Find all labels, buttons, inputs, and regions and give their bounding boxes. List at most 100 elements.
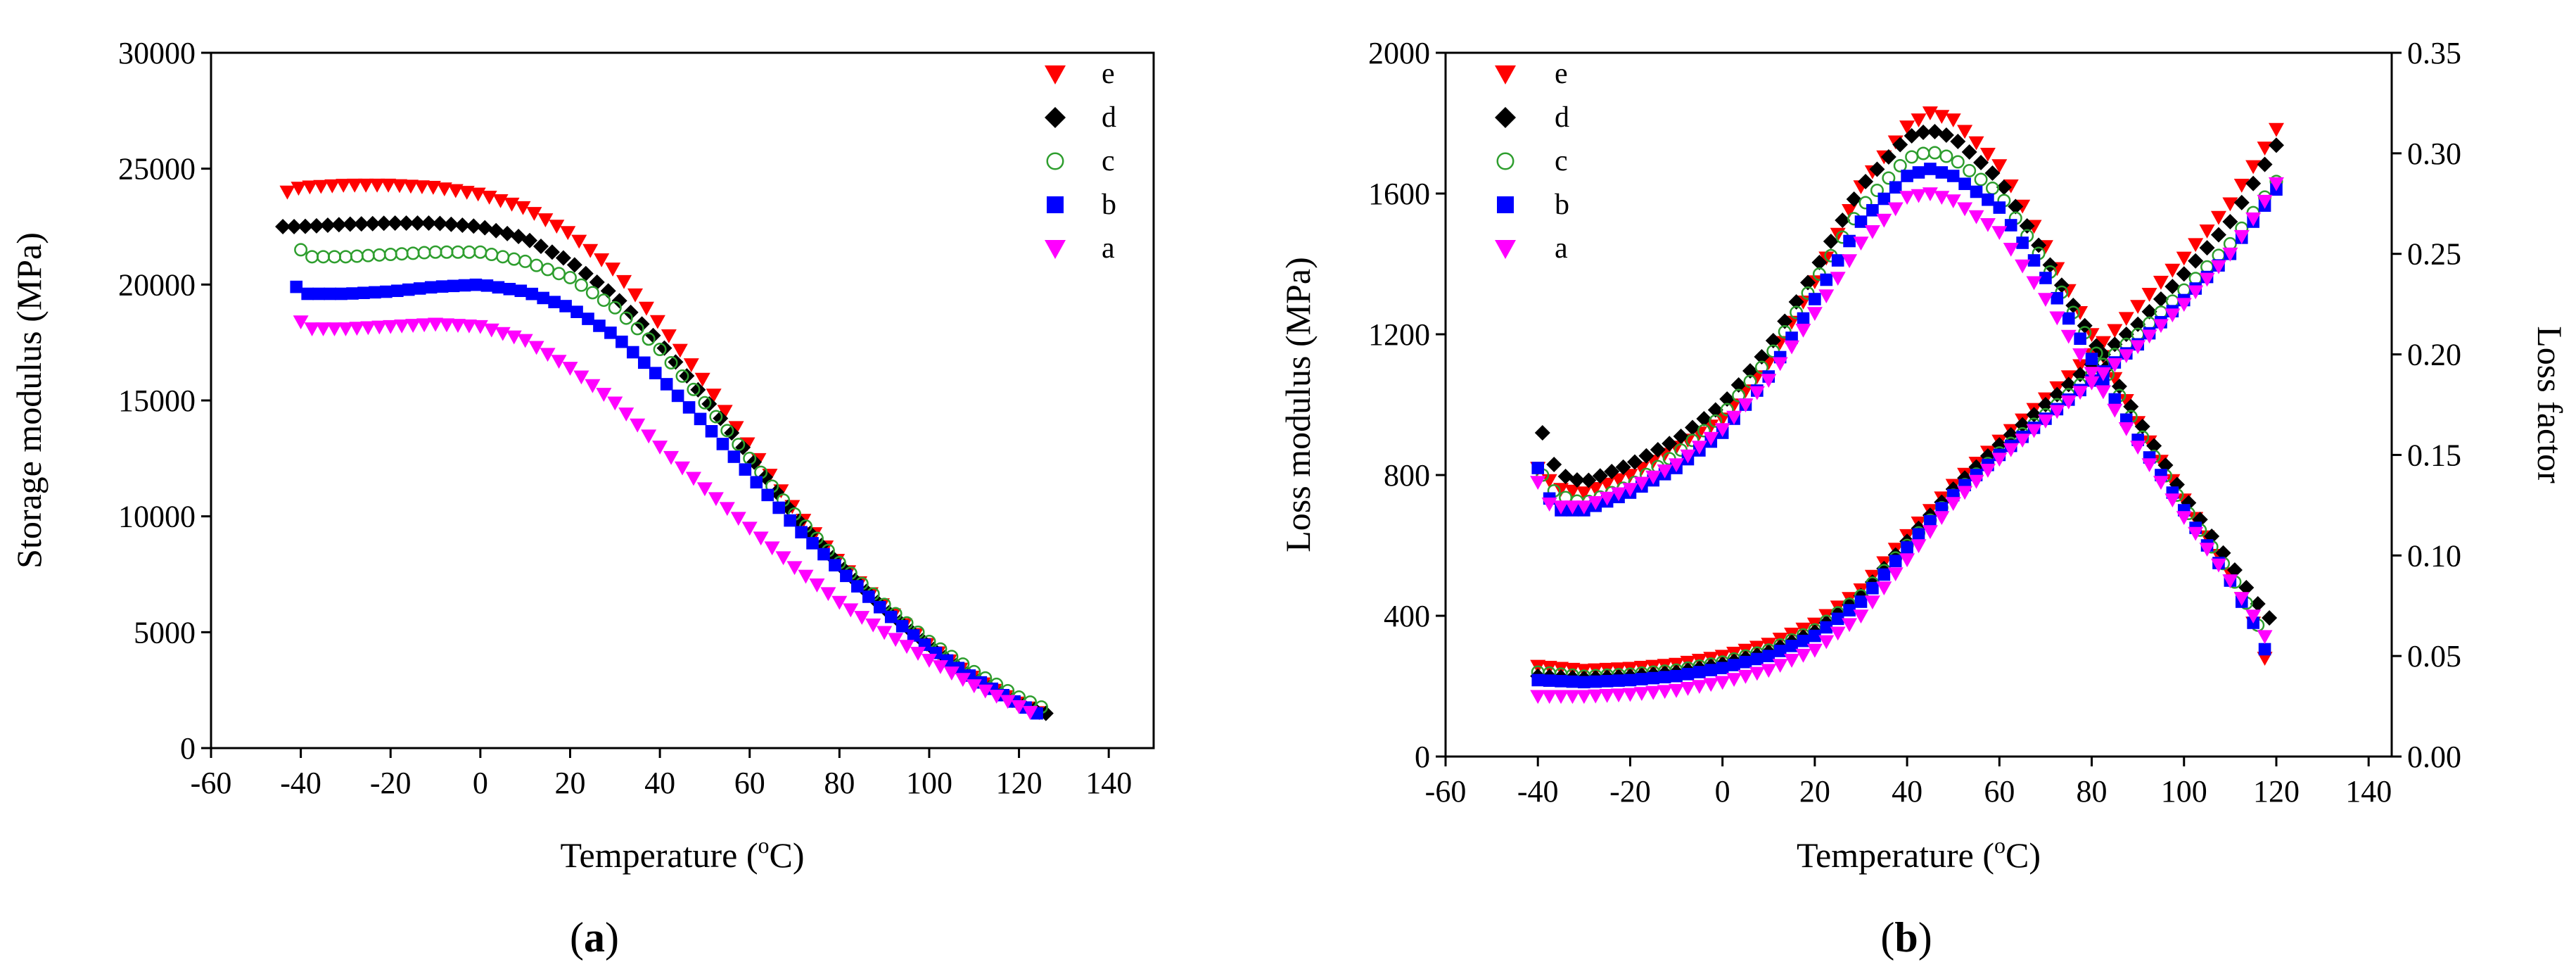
loss-modulus-point (1719, 391, 1735, 407)
loss-modulus-point (2060, 329, 2077, 344)
loss-factor-point (2130, 316, 2146, 332)
loss-factor-point (2268, 122, 2284, 137)
loss-modulus-point (1730, 377, 1747, 393)
data-point (331, 217, 347, 233)
loss-factor-point (2153, 275, 2169, 290)
data-point (302, 180, 318, 195)
data-point (817, 548, 830, 561)
loss-modulus-point (2226, 562, 2243, 578)
loss-modulus-point (2049, 311, 2065, 326)
loss-modulus-point (1680, 449, 1696, 464)
loss-modulus-point (1576, 486, 1592, 500)
loss-factor-point (1680, 682, 1696, 696)
loss-factor-point (1669, 683, 1685, 698)
series-d (1530, 124, 2284, 686)
data-point (921, 654, 937, 668)
y-tick-label: 25000 (118, 152, 196, 186)
loss-modulus-point (1546, 457, 1562, 472)
data-point (716, 438, 729, 450)
loss-modulus-point (1622, 483, 1638, 497)
loss-modulus-point (1726, 410, 1742, 425)
data-point (466, 218, 482, 234)
loss-factor-point (2118, 312, 2134, 327)
data-point (526, 207, 542, 221)
data-point (462, 245, 476, 259)
loss-modulus-point (2164, 493, 2181, 507)
data-point (530, 258, 544, 272)
x-tick-label: 120 (2253, 774, 2300, 809)
data-point (293, 315, 309, 330)
data-point (820, 587, 836, 602)
legend-marker (1496, 152, 1515, 170)
x-tick-label: -60 (191, 766, 232, 800)
data-point (641, 429, 657, 444)
data-point (360, 321, 376, 336)
data-point (888, 633, 904, 647)
loss-factor-point (1703, 678, 1719, 692)
plot-frame (1444, 51, 2393, 758)
loss-modulus-point (1946, 170, 1960, 182)
y-tick-label: 15000 (118, 384, 196, 418)
data-point (560, 226, 576, 241)
data-point (514, 284, 528, 298)
data-point (571, 234, 587, 249)
loss-factor-point (1657, 685, 1673, 700)
loss-modulus-point (2258, 643, 2271, 656)
loss-modulus-point (1864, 224, 1880, 239)
data-point (405, 319, 421, 333)
loss-modulus-point (2026, 276, 2042, 291)
loss-factor-point (1716, 662, 1729, 675)
legend-entry-c: c (1046, 145, 1115, 177)
data-point (451, 245, 465, 259)
data-point (795, 526, 808, 539)
loss-modulus-point (1870, 184, 1884, 197)
data-point (395, 247, 409, 261)
loss-modulus-point (2130, 441, 2146, 455)
loss-factor-point (1924, 514, 1937, 528)
loss-modulus-point (1957, 125, 1973, 139)
data-point (499, 225, 516, 241)
data-point (649, 367, 662, 379)
loss-factor-point (1877, 568, 1891, 581)
loss-factor-point (2164, 263, 2181, 278)
loss-factor-point (1681, 668, 1695, 681)
loss-modulus-point (1889, 181, 1902, 194)
loss-factor-point (2107, 336, 2123, 353)
data-point (709, 410, 723, 424)
loss-modulus-point (1669, 458, 1685, 472)
panel-a-chart: -60 -40 -20 0 20 40 60 80 100 120 140 0 5000 10000 150… (9, 36, 1155, 875)
loss-factor-point (2153, 291, 2169, 307)
loss-modulus-point (2222, 574, 2238, 588)
loss-modulus-point (1588, 481, 1604, 496)
loss-modulus-point (1924, 163, 1937, 175)
loss-modulus-point (1991, 159, 2008, 173)
data-point (719, 502, 735, 517)
data-point (582, 244, 599, 258)
loss-modulus-point (2210, 558, 2226, 573)
loss-factor-point (1624, 673, 1637, 687)
loss-modulus-point (1696, 411, 1712, 426)
series-a (293, 315, 1038, 720)
x-tick-label: -40 (280, 766, 321, 800)
data-point (661, 329, 677, 343)
data-point (428, 317, 444, 332)
loss-modulus-point (2015, 259, 2031, 274)
loss-modulus-point (2153, 476, 2169, 490)
data-point (708, 492, 724, 507)
data-point (829, 559, 841, 571)
data-point (485, 248, 499, 262)
x-tick-label: 0 (473, 766, 488, 800)
loss-modulus-point (1846, 191, 1862, 207)
loss-modulus-point (2085, 353, 2098, 365)
data-point (593, 320, 606, 332)
loss-factor-point (1945, 497, 1961, 511)
loss-factor-point (1853, 609, 1869, 624)
x-tick-label: 100 (2161, 774, 2207, 809)
loss-modulus-point (1934, 110, 1950, 124)
loss-factor-point (2118, 327, 2134, 342)
loss-modulus-point (1611, 473, 1627, 488)
data-point (730, 512, 746, 526)
data-point (522, 232, 538, 248)
loss-factor-point (2245, 160, 2262, 175)
loss-modulus-point (2037, 293, 2053, 307)
